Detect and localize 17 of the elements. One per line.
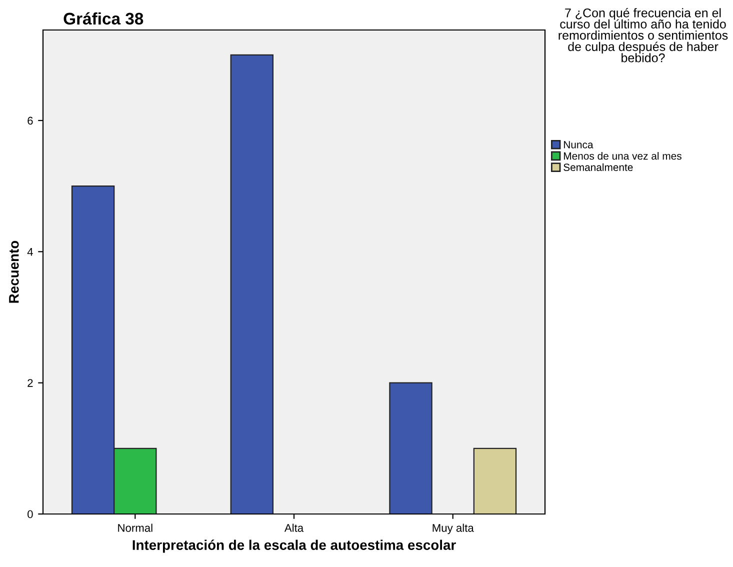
y-axis-title: Recuento — [9, 240, 19, 303]
legend-title: 7 ¿Con qué frecuencia en el curso del último año ha tenido remordimientos o sentimientos de culpa después de haber bebido? — [558, 8, 728, 62]
chart-title: Gráfica 38 — [64, 12, 144, 25]
y-tick-label: 6 — [28, 116, 33, 125]
bar — [389, 382, 432, 514]
y-tick-label: 0 — [28, 510, 33, 518]
y-tick-label: 2 — [28, 379, 33, 387]
bar — [230, 54, 274, 514]
bar — [473, 448, 517, 514]
y-tick-label: 4 — [27, 248, 33, 256]
legend-label: Nunca — [564, 141, 594, 148]
legend-label: Menos de una vez al mes — [564, 152, 682, 160]
x-tick-label: Alta — [284, 524, 304, 532]
x-tick-label: Muy alta — [432, 524, 474, 534]
x-axis-title: Interpretación de la escala de autoestima escolar — [132, 540, 456, 553]
x-tick-label: Normal — [118, 524, 152, 532]
legend-label: Semanalmente — [564, 163, 633, 172]
